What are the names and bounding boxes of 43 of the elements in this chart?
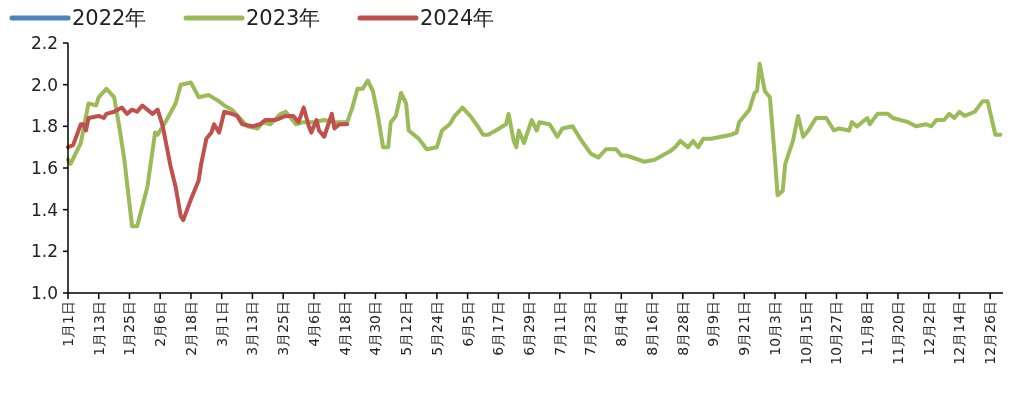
x-tick-label: 1月1日	[59, 301, 76, 347]
line-series	[66, 103, 350, 223]
x-tick-label: 2月18日	[182, 301, 199, 356]
x-tick-label: 11月8日	[859, 301, 876, 356]
legend-label: 2024年	[420, 6, 495, 31]
x-tick-label: 6月5日	[459, 301, 476, 347]
x-tick-label: 10月15日	[797, 301, 814, 365]
x-tick-label: 6月17日	[490, 301, 507, 356]
x-tick-label: 12月26日	[982, 301, 999, 365]
line-series	[66, 61, 1003, 229]
y-tick-label: 1.2	[30, 241, 58, 262]
x-tick-label: 3月13日	[244, 301, 261, 356]
x-tick-label: 4月30日	[367, 301, 384, 356]
x-tick-label: 7月23日	[582, 301, 599, 356]
y-tick-label: 2.2	[30, 32, 58, 53]
legend-label: 2022年	[72, 6, 147, 31]
x-tick-label: 10月27日	[828, 301, 845, 365]
x-tick-label: 5月12日	[398, 301, 415, 356]
x-tick-label: 8月4日	[613, 301, 630, 347]
x-tick-label: 3月25日	[275, 301, 292, 356]
x-tick-label: 5月24日	[428, 301, 445, 356]
y-tick-label: 2.0	[30, 74, 58, 95]
x-tick-label: 8月28日	[674, 301, 691, 356]
x-tick-label: 4月18日	[336, 301, 353, 356]
y-tick-label: 1.8	[30, 116, 58, 137]
x-tick-label: 2月6日	[152, 301, 169, 347]
x-tick-label: 4月6日	[305, 301, 322, 347]
x-tick-label: 3月1日	[213, 301, 230, 347]
y-tick-label: 1.6	[30, 157, 58, 178]
x-tick-label: 11月20日	[889, 301, 906, 365]
x-tick-label: 1月25日	[121, 301, 138, 356]
x-tick-label: 10月3日	[766, 301, 783, 356]
x-tick-label: 8月16日	[643, 301, 660, 356]
x-tick-label: 12月2日	[920, 301, 937, 356]
x-tick-label: 6月29日	[521, 301, 537, 356]
legend-label: 2023年	[246, 6, 321, 31]
x-tick-label: 9月21日	[736, 301, 753, 356]
x-tick-label: 9月9日	[705, 301, 722, 347]
x-tick-label: 1月13日	[90, 301, 107, 356]
x-tick-label: 7月11日	[551, 301, 568, 356]
y-tick-label: 1.0	[30, 282, 58, 303]
y-tick-label: 1.4	[30, 199, 58, 220]
x-tick-label: 12月14日	[951, 301, 968, 365]
